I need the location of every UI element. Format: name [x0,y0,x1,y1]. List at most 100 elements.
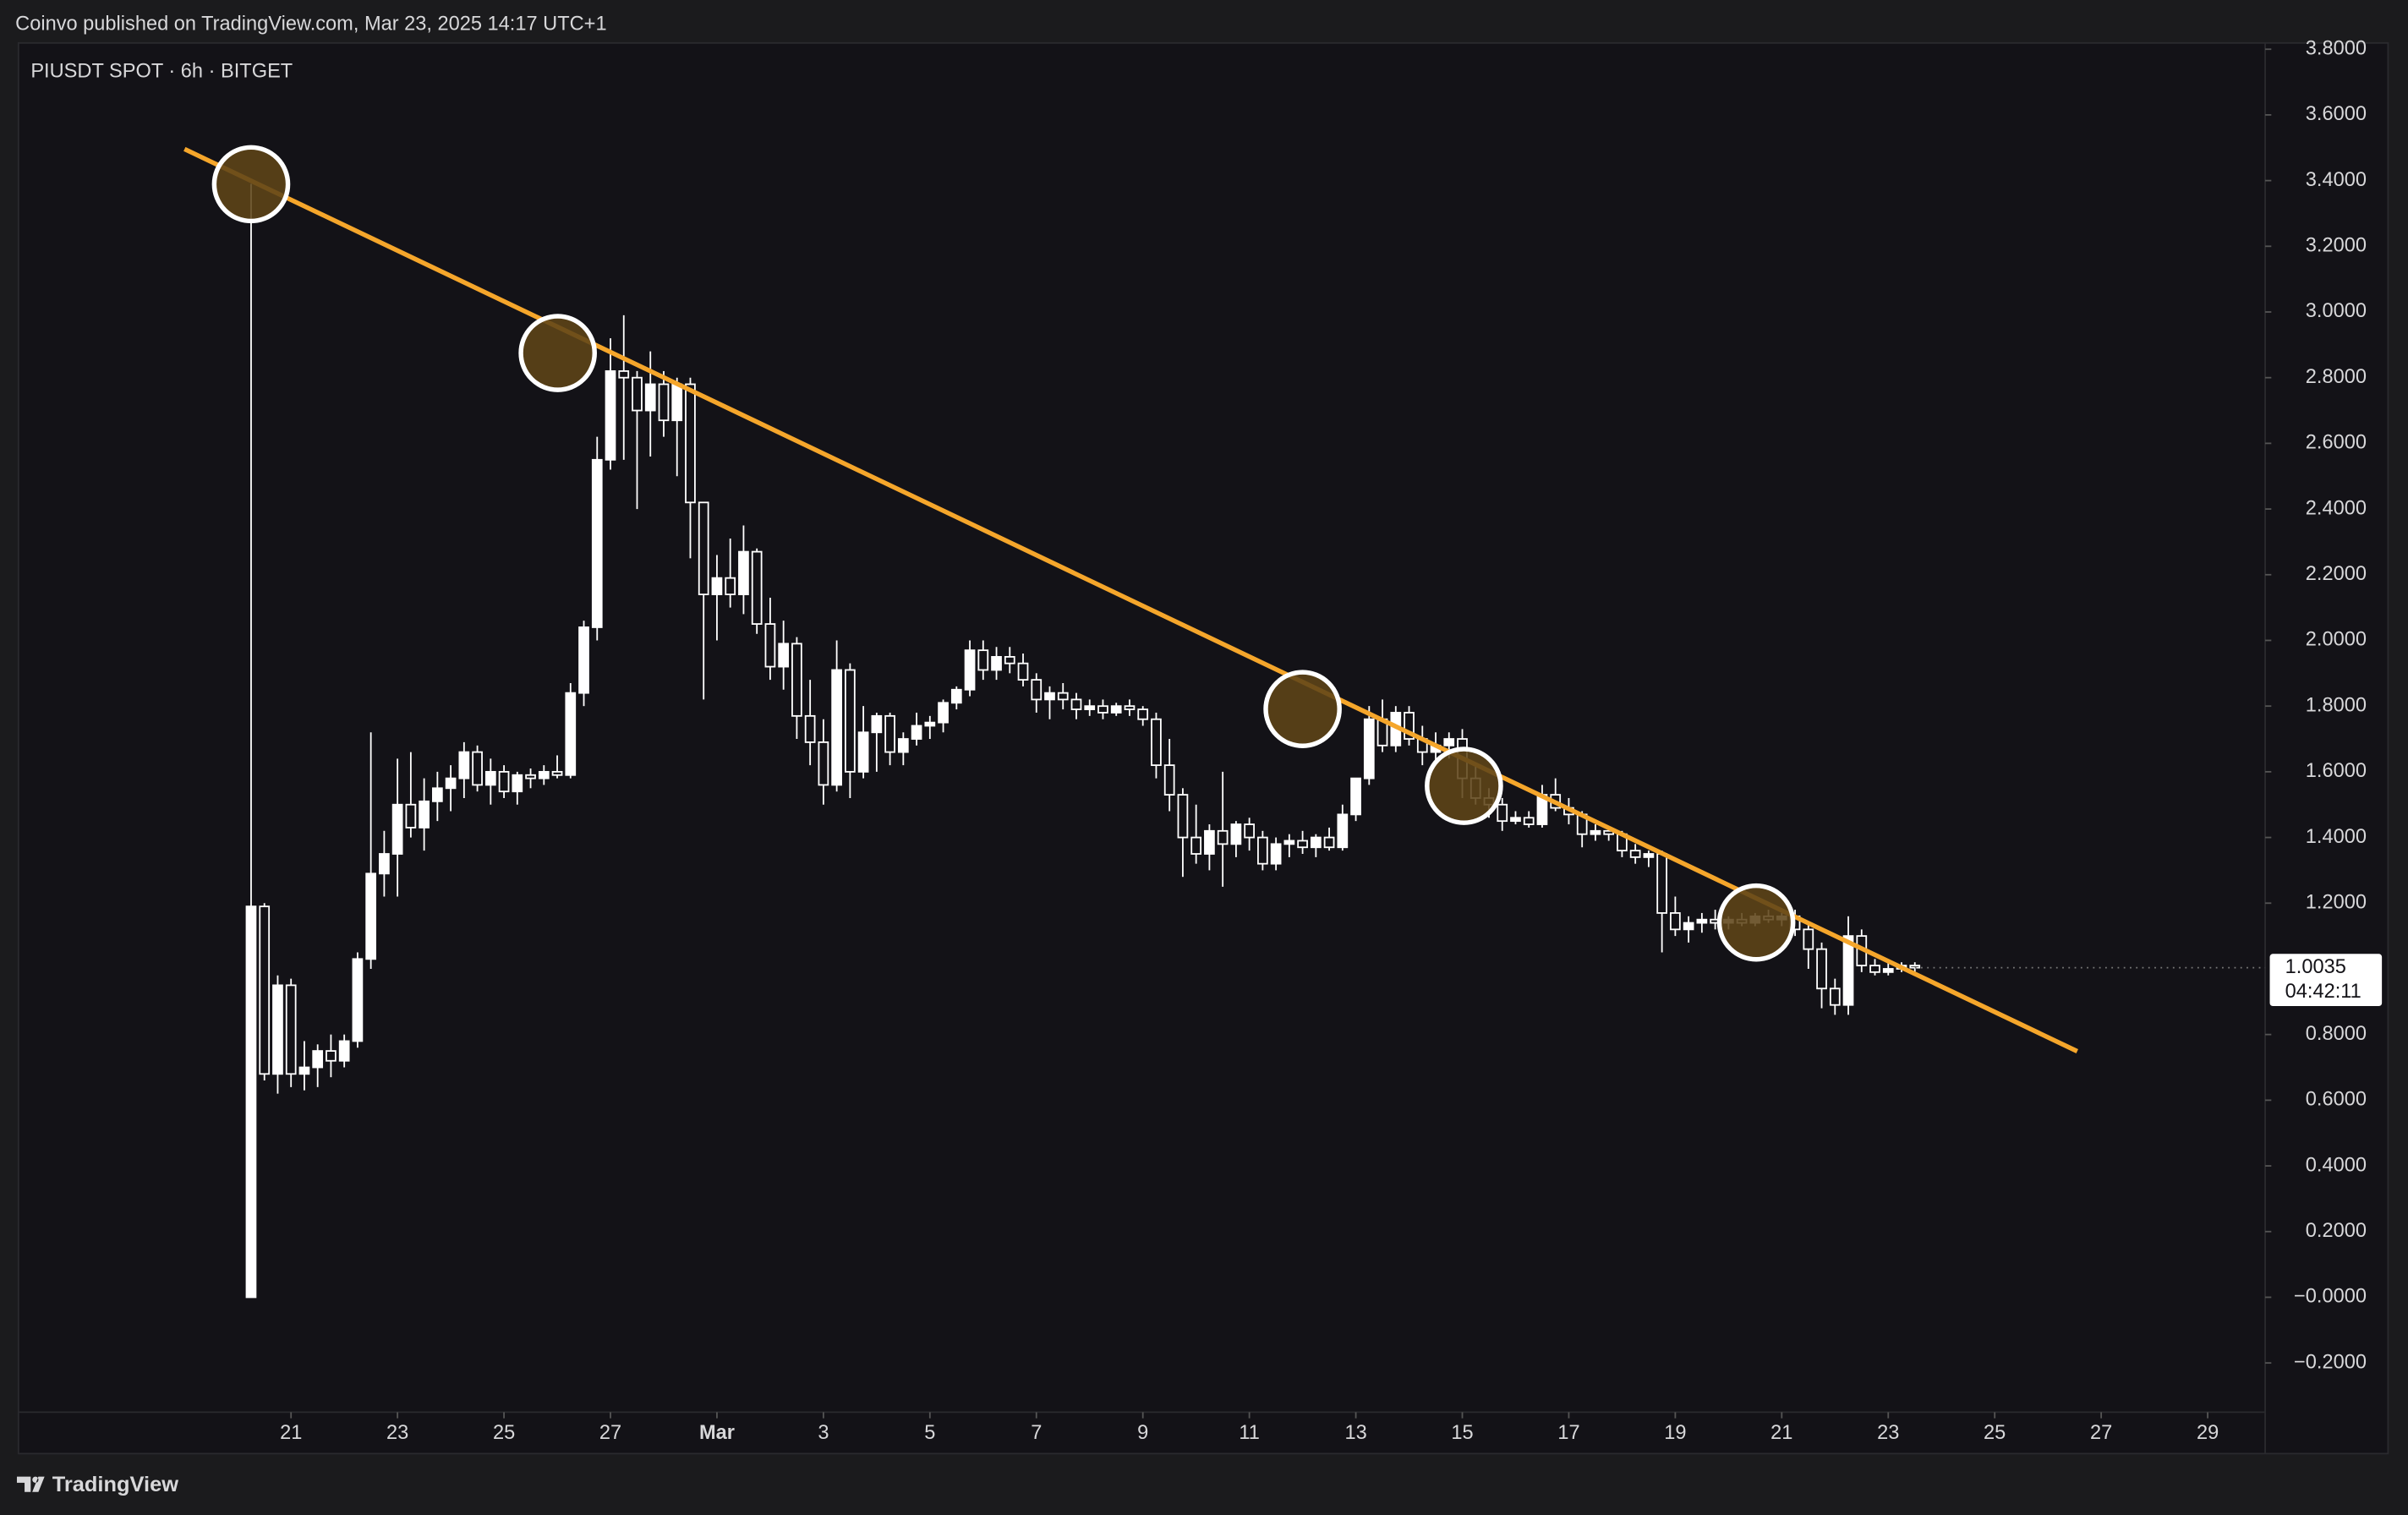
touch-highlight [518,314,597,392]
y-tick-label: 2.0000 [2306,629,2367,651]
candle-body [338,1040,350,1062]
candle-body [1204,829,1215,855]
candle-body [950,688,962,704]
candle-body [845,669,856,773]
candle-body [352,958,364,1042]
y-tick-label: 3.0000 [2306,300,2367,322]
candle-body [1656,853,1668,914]
candle-body [458,751,470,779]
candle-body [1829,987,1841,1006]
y-tick-label: −0.0000 [2294,1286,2367,1308]
y-tick-label: 0.2000 [2306,1220,2367,1242]
candle-body [751,550,763,625]
candle-body [245,905,257,1299]
plot: 3.8000 3.6000 3.4000 3.2000 3.0000 2.8000 2.60… [183,37,2383,1444]
candle-body [1257,836,1268,865]
y-tick-label: 3.4000 [2306,169,2367,191]
candle-body [298,1066,310,1075]
candle-body [472,751,483,786]
candle-body [1404,712,1415,740]
candle-body [924,721,936,727]
x-tick-label: 13 [1344,1422,1366,1444]
y-tick-label: 1.2000 [2306,892,2367,914]
touch-highlight [1425,747,1503,825]
candle-body [1004,656,1015,665]
y-tick-label: 0.4000 [2306,1154,2367,1176]
x-tick-label: 29 [2197,1422,2219,1444]
candle-body [512,774,523,793]
y-tick-label: 1.6000 [2306,760,2367,782]
y-tick-label: 1.8000 [2306,694,2367,716]
last-price-box [2269,954,2383,1007]
x-tick-label: 23 [386,1422,408,1444]
candle-body [1350,777,1361,816]
candle-body [977,649,989,671]
x-tick-label: 7 [1031,1422,1042,1444]
candle-body [778,643,790,668]
candle-body [618,370,630,379]
candle-body [1217,829,1229,845]
candle-body [831,669,842,786]
x-tick-label: 15 [1451,1422,1473,1444]
y-tick-label: 3.8000 [2306,37,2367,59]
candle-body [405,803,417,829]
candle-body [1151,718,1162,767]
x-tick-label: 11 [1239,1422,1260,1444]
candle-body [1084,705,1096,710]
candle-body [312,1050,324,1069]
candle-body [272,984,283,1075]
candle-body [326,1050,337,1062]
candle-body [791,643,802,717]
candle-body [365,872,377,960]
y-tick-label: −0.2000 [2294,1351,2367,1373]
candle-body [1803,928,1814,950]
candle-body [658,383,670,422]
candle-body [285,984,297,1075]
candle-body [419,800,430,829]
x-tick-label: 25 [1984,1422,2006,1444]
candle-body [391,803,403,855]
x-tick-label: Mar [699,1422,735,1444]
candle-body [1670,912,1681,931]
candle-body [484,770,496,786]
candle-body [1683,922,1694,931]
y-tick-label: 2.8000 [2306,366,2367,388]
candle-body [551,770,563,776]
y-tick-label: 1.4000 [2306,826,2367,848]
candle-body [764,623,776,668]
candle-body [1510,817,1521,823]
candle-body [538,770,550,779]
chart-pane [17,41,2389,1455]
candle-body [964,649,976,691]
candle-body [1842,935,1854,1006]
candle-body [1177,794,1189,839]
x-tick-label: 5 [924,1422,935,1444]
touch-highlight [1263,670,1342,748]
candle-body [725,577,736,596]
candle-body [1031,679,1043,701]
x-tick-label: 27 [2090,1422,2112,1444]
candle-body [1070,698,1082,710]
candle-body [1882,968,1894,973]
candle-body [1297,840,1308,849]
candle-body [379,853,390,875]
candle-body [1497,803,1508,823]
candle-body [1044,692,1055,701]
candle-body [1816,948,1827,990]
last-price-label: 1.0035 [2285,956,2346,978]
x-tick-label: 9 [1137,1422,1148,1444]
x-tick-label: 25 [493,1422,515,1444]
candle-body [525,774,536,779]
x-tick-label: 19 [1664,1422,1686,1444]
candle-body [1110,705,1122,714]
candle-body [1590,829,1601,835]
brand: TradingView [52,1473,178,1496]
candle-body [1337,813,1349,849]
x-tick-label: 27 [599,1422,621,1444]
candle-body [632,376,643,412]
candle-body [578,626,589,694]
candle-body [1137,708,1149,720]
candle-body [685,383,696,504]
candle-body [1244,823,1255,839]
